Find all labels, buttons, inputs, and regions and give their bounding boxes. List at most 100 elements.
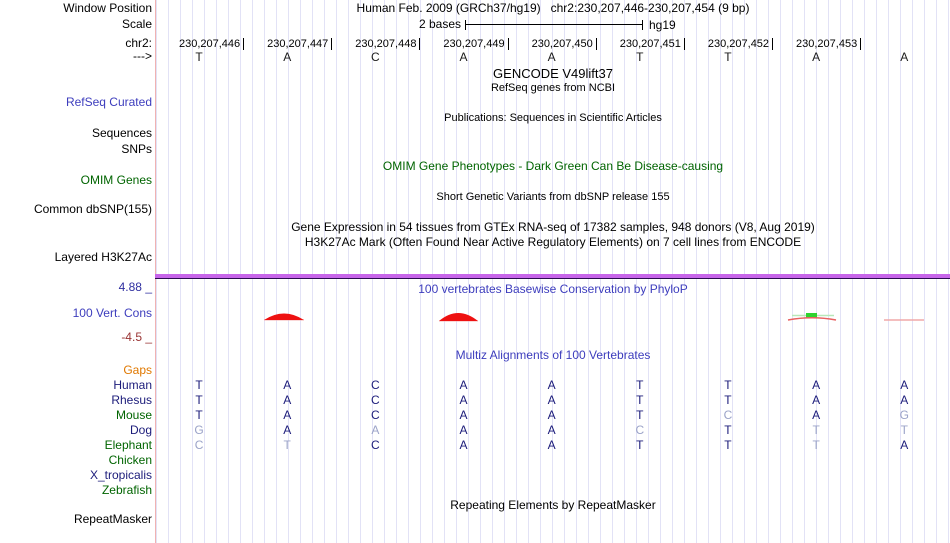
gencode-track-title[interactable]: GENCODE V49lift37 bbox=[493, 66, 613, 81]
alignment-base: A bbox=[459, 378, 468, 392]
reference-base: A bbox=[283, 50, 292, 64]
species-label-zebrafish[interactable]: Zebrafish bbox=[101, 483, 152, 497]
phylop-track-title[interactable]: 100 vertebrates Basewise Conservation by… bbox=[418, 282, 688, 296]
ruler-tick bbox=[243, 38, 244, 50]
alignment-base: A bbox=[900, 393, 909, 407]
species-label-chicken[interactable]: Chicken bbox=[108, 453, 152, 467]
ruler-tick bbox=[331, 38, 332, 50]
omim-track-title[interactable]: OMIM Gene Phenotypes - Dark Green Can Be… bbox=[382, 159, 724, 173]
chromosome-label: chr2: bbox=[125, 36, 152, 50]
snps-label[interactable]: SNPs bbox=[121, 142, 152, 156]
alignment-base: T bbox=[636, 438, 644, 452]
window-position-label: Window Position bbox=[63, 1, 152, 15]
dbsnp-track-title[interactable]: Short Genetic Variants from dbSNP releas… bbox=[436, 191, 670, 203]
alignment-base: T bbox=[195, 408, 203, 422]
alignment-base: A bbox=[812, 408, 821, 422]
vert-cons-label[interactable]: 100 Vert. Cons bbox=[72, 306, 152, 320]
alignment-base: A bbox=[900, 438, 909, 452]
refseq-curated-label[interactable]: RefSeq Curated bbox=[65, 95, 152, 109]
alignment-base: T bbox=[812, 438, 820, 452]
ruler-tick bbox=[596, 38, 597, 50]
track-left-border bbox=[155, 0, 156, 543]
layered-h3k27ac-label[interactable]: Layered H3K27Ac bbox=[54, 250, 152, 264]
alignment-base: A bbox=[371, 423, 380, 437]
ruler-position: 230,207,453 bbox=[796, 38, 858, 50]
species-label-dog[interactable]: Dog bbox=[129, 423, 152, 437]
scale-ruler bbox=[465, 20, 643, 30]
reference-base: C bbox=[371, 50, 380, 64]
strand-arrow-label: ---> bbox=[133, 49, 152, 63]
scale-value: 2 bases bbox=[418, 17, 461, 31]
h3k27ac-track-title[interactable]: H3K27Ac Mark (Often Found Near Active Re… bbox=[304, 235, 802, 249]
repeatmasker-label[interactable]: RepeatMasker bbox=[73, 512, 152, 526]
reference-base: T bbox=[724, 50, 732, 64]
repeatmasker-track-title[interactable]: Repeating Elements by RepeatMasker bbox=[450, 498, 656, 512]
common-dbsnp-label[interactable]: Common dbSNP(155) bbox=[33, 202, 152, 216]
ruler-position: 230,207,446 bbox=[178, 38, 241, 50]
ruler-position: 230,207,449 bbox=[443, 38, 505, 50]
alignment-base: T bbox=[812, 423, 820, 437]
alignment-base: T bbox=[636, 378, 644, 392]
multiz-track-title[interactable]: Multiz Alignments of 100 Vertebrates bbox=[455, 348, 651, 362]
alignment-base: A bbox=[283, 423, 292, 437]
conservation-min-label: -4.5 _ bbox=[121, 330, 152, 344]
alignment-base: C bbox=[723, 408, 733, 422]
ruler-tick bbox=[860, 38, 861, 50]
alignment-base: C bbox=[371, 408, 380, 422]
alignment-base: A bbox=[900, 378, 909, 392]
species-label-mouse[interactable]: Mouse bbox=[115, 408, 152, 422]
conservation-max-label: 4.88 _ bbox=[118, 280, 152, 294]
alignment-base: A bbox=[547, 423, 556, 437]
alignment-base: T bbox=[195, 393, 203, 407]
alignment-base: A bbox=[283, 393, 292, 407]
alignment-base: T bbox=[724, 393, 732, 407]
alignment-base: C bbox=[371, 438, 380, 452]
alignment-base: C bbox=[371, 393, 380, 407]
position-title: Human Feb. 2009 (GRCh37/hg19) chr2:230,2… bbox=[356, 1, 750, 15]
ruler-position: 230,207,450 bbox=[531, 38, 593, 50]
base-gridlines bbox=[156, 0, 950, 543]
alignment-base: G bbox=[194, 423, 204, 437]
sequences-label[interactable]: Sequences bbox=[91, 126, 152, 140]
scale-label: Scale bbox=[121, 17, 152, 31]
alignment-base: A bbox=[459, 408, 468, 422]
alignment-base: T bbox=[724, 423, 732, 437]
alignment-base: T bbox=[636, 408, 644, 422]
species-label-elephant[interactable]: Elephant bbox=[104, 438, 152, 452]
ruler-tick bbox=[684, 38, 685, 50]
alignment-base: A bbox=[459, 423, 468, 437]
alignment-base: T bbox=[900, 423, 908, 437]
alignment-base: A bbox=[459, 438, 468, 452]
alignment-base: C bbox=[371, 378, 380, 392]
alignment-base: A bbox=[547, 378, 556, 392]
ruler-tick bbox=[508, 38, 509, 50]
publications-track-title[interactable]: Publications: Sequences in Scientific Ar… bbox=[444, 112, 662, 124]
refseq-track-title[interactable]: RefSeq genes from NCBI bbox=[490, 82, 616, 94]
assembly-label: hg19 bbox=[649, 18, 676, 32]
reference-base: A bbox=[547, 50, 556, 64]
alignment-base: A bbox=[547, 438, 556, 452]
ruler-position: 230,207,451 bbox=[619, 38, 681, 50]
ruler-tick bbox=[419, 38, 420, 50]
alignment-base: T bbox=[283, 438, 291, 452]
species-label-human[interactable]: Human bbox=[113, 378, 152, 392]
species-label-rhesus[interactable]: Rhesus bbox=[111, 393, 152, 407]
alignment-base: A bbox=[547, 393, 556, 407]
ruler-position: 230,207,452 bbox=[707, 38, 770, 50]
species-label-x_tropicalis[interactable]: X_tropicalis bbox=[89, 468, 152, 482]
alignment-base: A bbox=[459, 393, 468, 407]
reference-base: A bbox=[900, 50, 909, 64]
h3k27ac-signal-bar[interactable] bbox=[155, 274, 950, 279]
ruler-position: 230,207,447 bbox=[267, 38, 329, 50]
gtex-track-title[interactable]: Gene Expression in 54 tissues from GTEx … bbox=[291, 220, 815, 234]
omim-genes-label[interactable]: OMIM Genes bbox=[80, 173, 152, 187]
alignment-base: A bbox=[283, 408, 292, 422]
alignment-base: G bbox=[899, 408, 909, 422]
reference-base: T bbox=[636, 50, 644, 64]
alignment-base: C bbox=[194, 438, 204, 452]
ruler-position: 230,207,448 bbox=[355, 38, 417, 50]
alignment-base: A bbox=[283, 378, 292, 392]
species-label-gaps[interactable]: Gaps bbox=[123, 363, 152, 377]
